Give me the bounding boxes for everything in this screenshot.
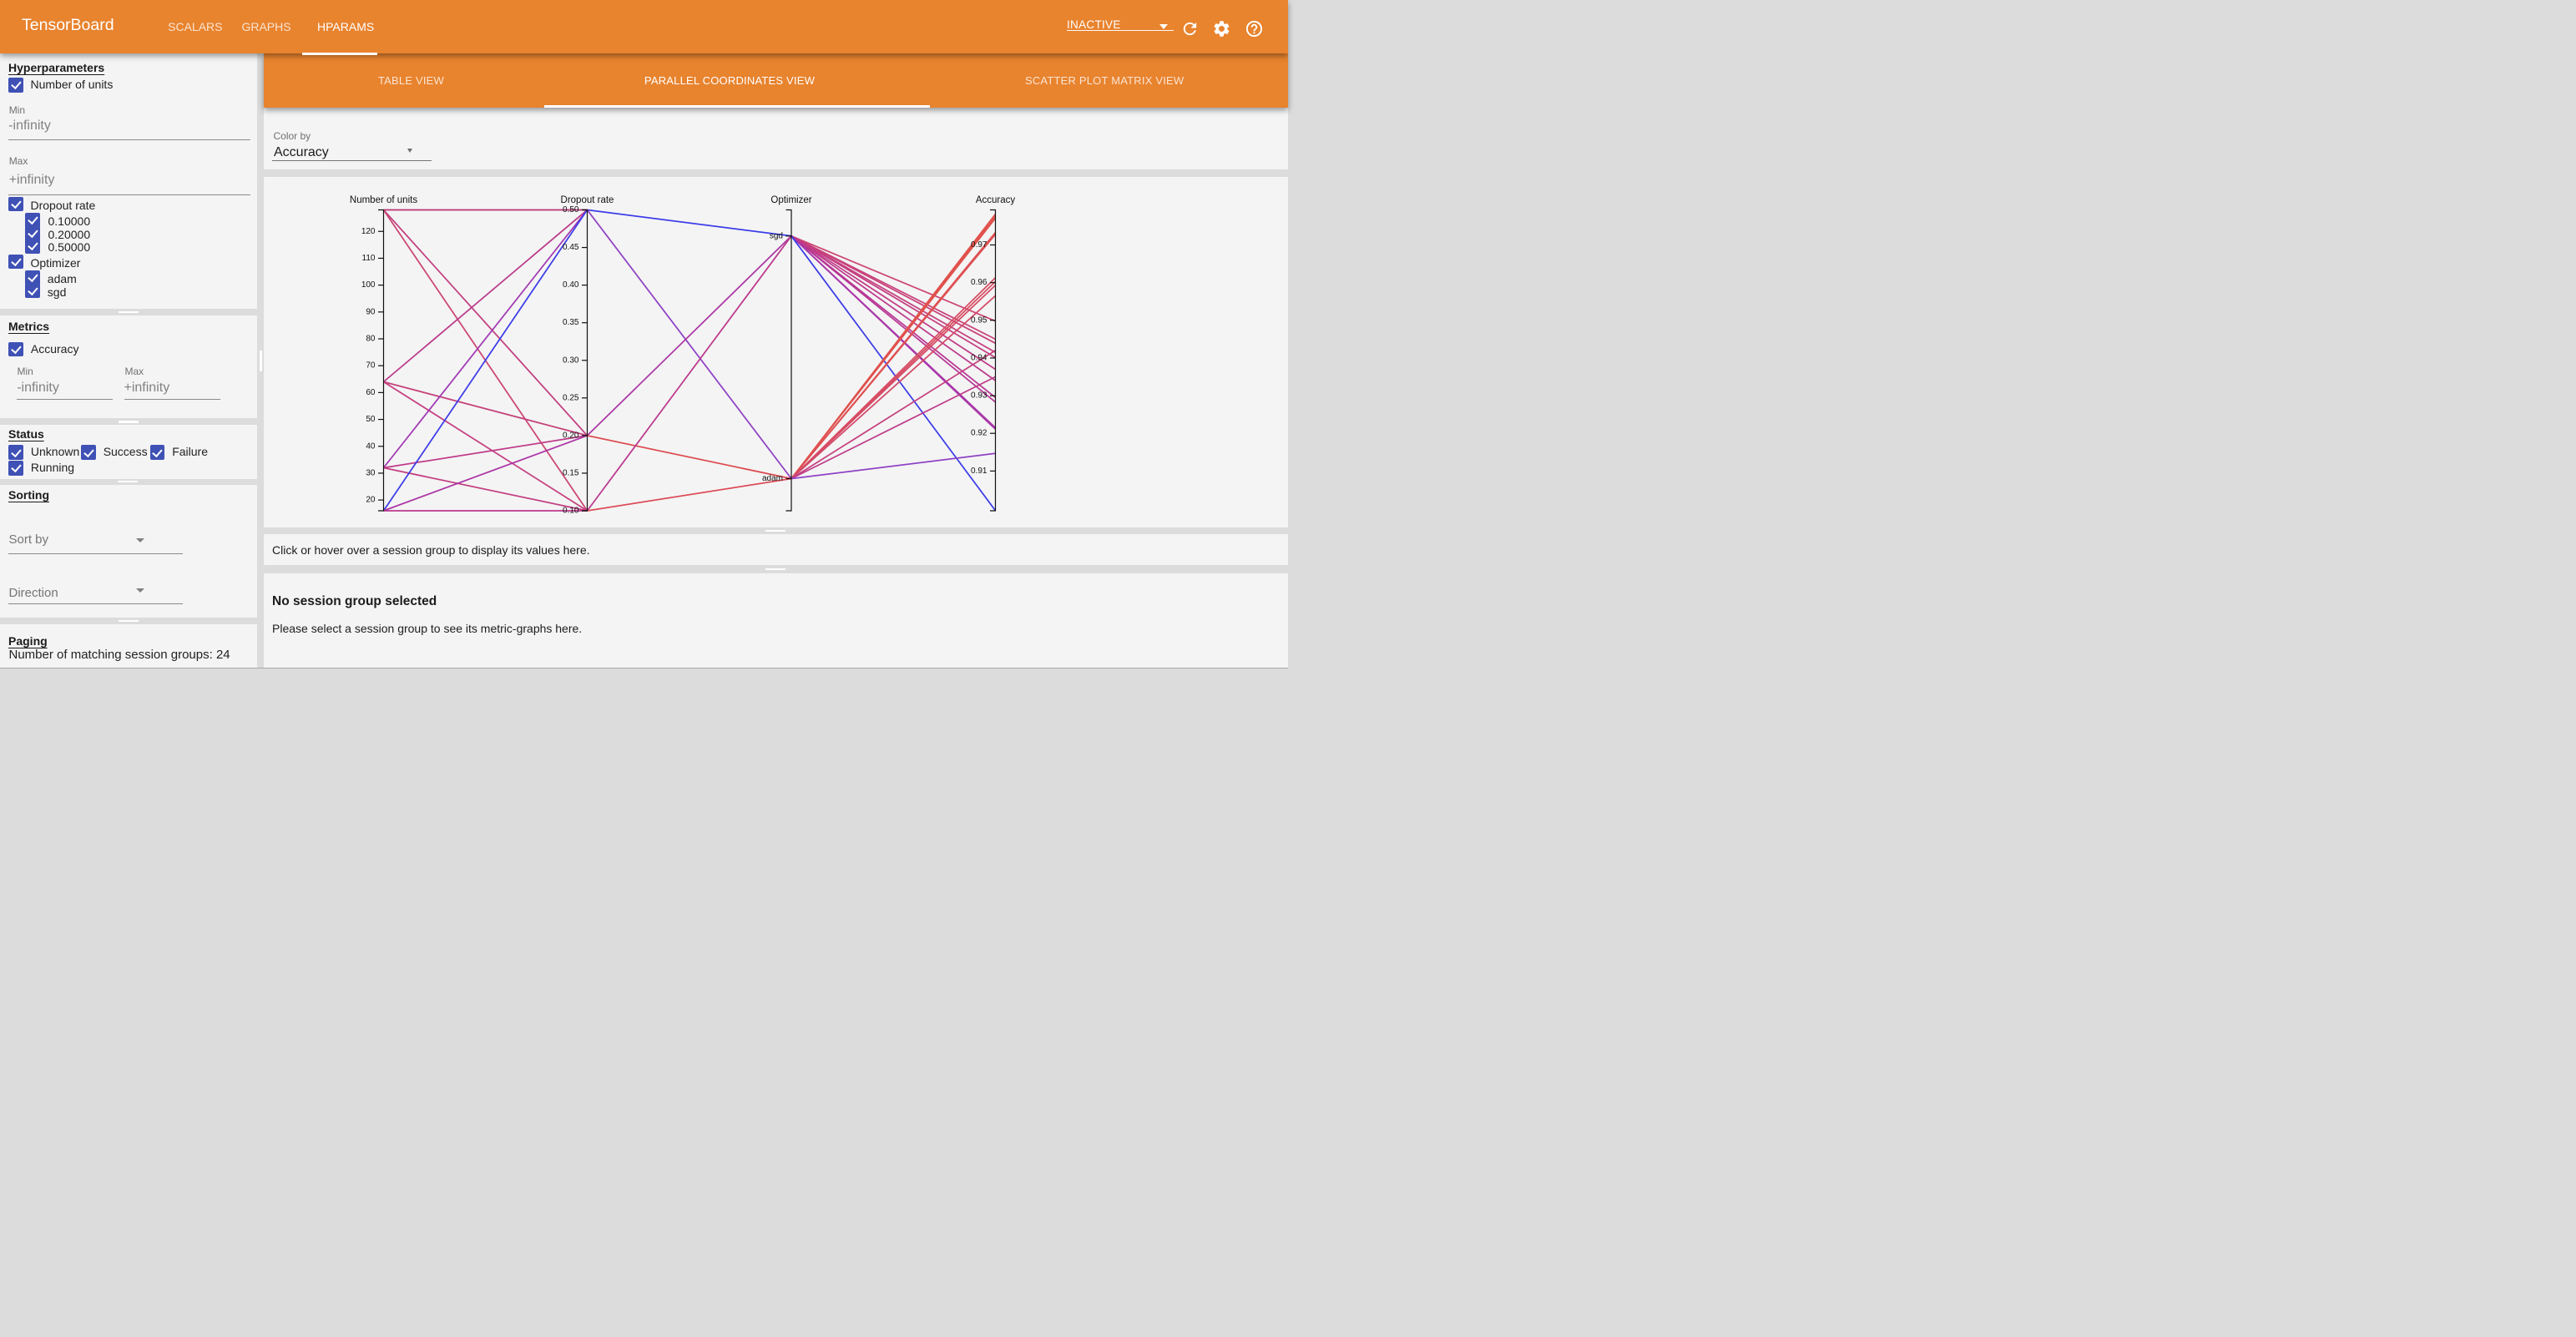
- svg-text:sgd: sgd: [770, 231, 783, 240]
- svg-text:70: 70: [366, 361, 376, 371]
- svg-text:0.20: 0.20: [563, 431, 579, 440]
- svg-text:0.92: 0.92: [971, 429, 987, 438]
- svg-text:0.91: 0.91: [971, 467, 987, 476]
- svg-text:90: 90: [366, 307, 376, 316]
- svg-text:Accuracy: Accuracy: [976, 195, 1016, 205]
- svg-text:Dropout rate: Dropout rate: [561, 195, 614, 205]
- svg-text:0.25: 0.25: [563, 393, 579, 402]
- svg-text:80: 80: [366, 335, 376, 344]
- svg-text:0.97: 0.97: [971, 240, 987, 250]
- svg-text:0.45: 0.45: [563, 243, 579, 252]
- svg-text:0.40: 0.40: [563, 280, 579, 290]
- svg-text:100: 100: [361, 280, 376, 290]
- svg-text:0.10: 0.10: [563, 507, 579, 516]
- svg-text:Optimizer: Optimizer: [770, 195, 811, 205]
- svg-text:0.94: 0.94: [971, 353, 987, 362]
- svg-text:50: 50: [366, 415, 376, 424]
- svg-text:0.15: 0.15: [563, 468, 579, 477]
- svg-text:60: 60: [366, 388, 376, 397]
- svg-text:0.50: 0.50: [563, 205, 579, 214]
- svg-text:0.35: 0.35: [563, 318, 579, 327]
- svg-text:110: 110: [362, 254, 376, 263]
- svg-text:120: 120: [361, 227, 376, 236]
- svg-text:0.93: 0.93: [971, 391, 987, 401]
- svg-text:Number of units: Number of units: [350, 195, 417, 205]
- svg-text:0.95: 0.95: [971, 315, 987, 325]
- svg-text:0.96: 0.96: [971, 278, 987, 287]
- svg-text:30: 30: [366, 468, 376, 477]
- svg-text:adam: adam: [762, 474, 783, 483]
- svg-text:0.30: 0.30: [563, 356, 579, 365]
- svg-text:40: 40: [366, 441, 376, 451]
- svg-text:20: 20: [366, 496, 376, 505]
